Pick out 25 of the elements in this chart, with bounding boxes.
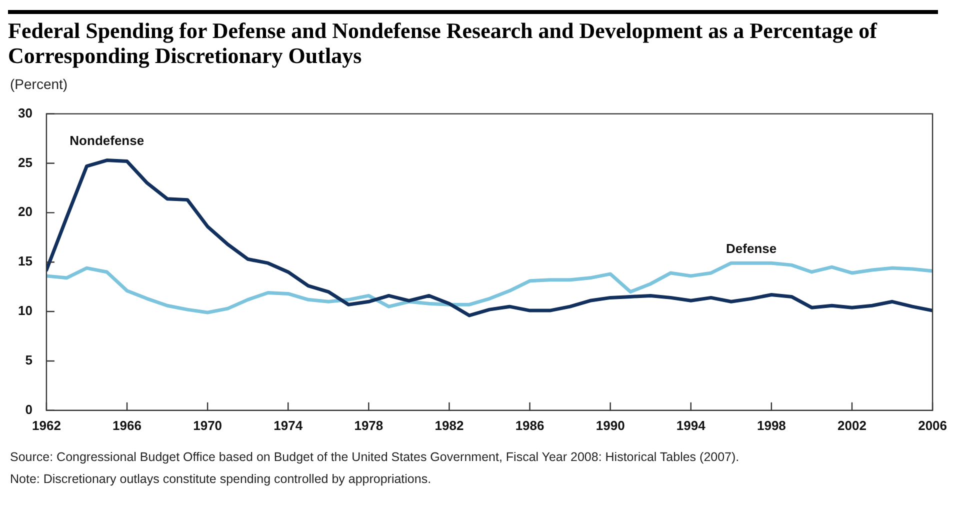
y-tick-label: 20 xyxy=(18,204,32,220)
x-tick-label: 1982 xyxy=(434,418,464,433)
chart-title: Federal Spending for Defense and Nondefense Research and Development as a Percentage of Corresponding Discretionary Outlays xyxy=(8,10,938,68)
x-tick-label: 1998 xyxy=(756,418,786,433)
y-tick-label: 5 xyxy=(25,352,32,368)
y-tick-label: 15 xyxy=(18,254,32,269)
x-tick-label: 1966 xyxy=(112,418,142,433)
series-label: Nondefense xyxy=(70,133,144,148)
x-tick-label: 1962 xyxy=(32,418,61,433)
y-tick-label: 30 xyxy=(18,105,32,120)
x-tick-label: 2006 xyxy=(918,418,947,433)
y-tick-label: 25 xyxy=(18,154,32,170)
x-tick-label: 1986 xyxy=(515,418,544,433)
x-tick-label: 1970 xyxy=(193,418,222,433)
series-label: Defense xyxy=(726,240,777,256)
source-note: Source: Congressional Budget Office based on Budget of the United States Government, Fiscal Year 2008: Historical Tables (2007). xyxy=(10,450,740,464)
x-tick-label: 1994 xyxy=(676,418,706,433)
text: Note: Discretionary outlays constitute spending controlled by appropriations. xyxy=(10,472,432,486)
x-tick-label: 1974 xyxy=(274,418,304,433)
x-tick-label: 2002 xyxy=(838,418,866,433)
x-tick-label: 1990 xyxy=(596,418,625,433)
x-tick-label: 1978 xyxy=(354,418,384,433)
y-axis-title: (Percent) xyxy=(10,76,69,92)
y-tick-label: 10 xyxy=(18,303,32,318)
y-tick-label: 0 xyxy=(25,402,32,417)
